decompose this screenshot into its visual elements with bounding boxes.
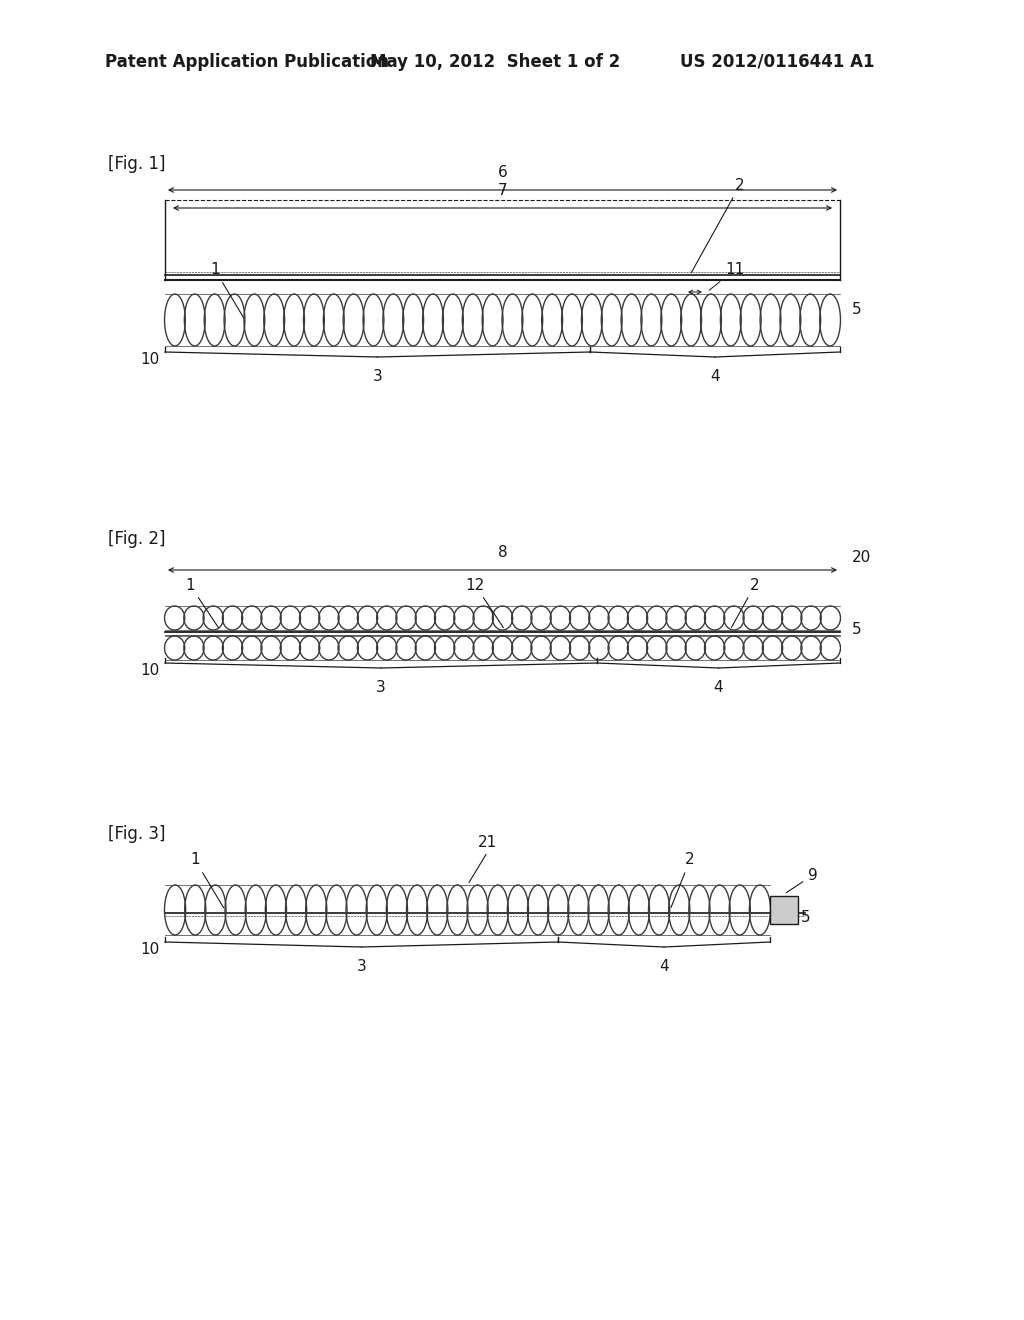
Text: 4: 4 (659, 960, 669, 974)
Text: 2: 2 (731, 578, 760, 627)
Text: 2: 2 (671, 853, 695, 907)
Text: 1: 1 (190, 853, 223, 908)
Text: 3: 3 (373, 370, 382, 384)
Text: 20: 20 (852, 550, 871, 565)
Text: Patent Application Publication: Patent Application Publication (105, 53, 389, 71)
Text: 4: 4 (711, 370, 720, 384)
FancyBboxPatch shape (770, 896, 798, 924)
Text: 1: 1 (185, 578, 218, 628)
Text: May 10, 2012  Sheet 1 of 2: May 10, 2012 Sheet 1 of 2 (370, 53, 621, 71)
Text: 7: 7 (498, 183, 507, 198)
Text: 21: 21 (478, 836, 497, 850)
Text: [Fig. 1]: [Fig. 1] (108, 154, 166, 173)
Text: 6: 6 (498, 165, 507, 180)
Text: 3: 3 (356, 960, 367, 974)
Text: [Fig. 3]: [Fig. 3] (108, 825, 166, 843)
Text: 9: 9 (786, 867, 818, 892)
Text: 11: 11 (709, 263, 744, 290)
Text: 2: 2 (691, 177, 744, 272)
Text: 4: 4 (714, 680, 723, 696)
Text: 5: 5 (801, 911, 811, 925)
Text: [Fig. 2]: [Fig. 2] (108, 531, 166, 548)
Text: 1: 1 (210, 263, 244, 318)
Text: 10: 10 (140, 942, 160, 957)
Text: 10: 10 (140, 352, 160, 367)
Text: 5: 5 (852, 302, 861, 318)
Text: US 2012/0116441 A1: US 2012/0116441 A1 (680, 53, 874, 71)
Text: 5: 5 (852, 623, 861, 638)
Text: 10: 10 (140, 663, 160, 678)
Text: 8: 8 (498, 545, 507, 560)
Text: 3: 3 (376, 680, 386, 696)
Text: 12: 12 (465, 578, 504, 628)
